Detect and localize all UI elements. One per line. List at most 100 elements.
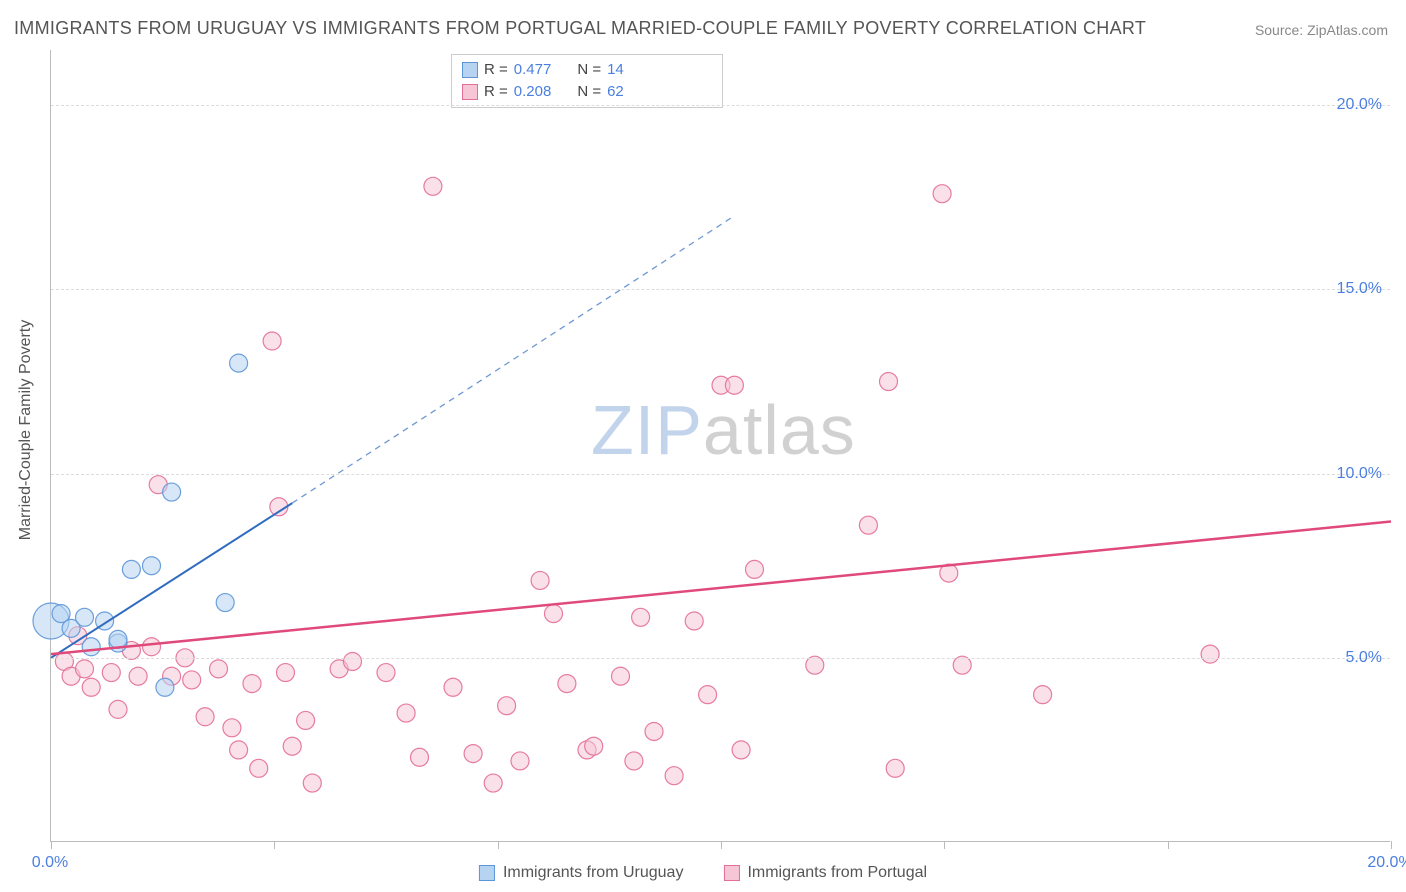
x-tick [944,841,945,849]
data-point-portugal [129,667,147,685]
data-point-uruguay [122,560,140,578]
data-point-portugal [424,177,442,195]
legend-r-label: R = [484,59,508,81]
data-point-portugal [665,767,683,785]
x-tick [721,841,722,849]
data-point-portugal [250,759,268,777]
legend-swatch-portugal [723,865,739,881]
data-point-portugal [511,752,529,770]
source-label: Source: ZipAtlas.com [1255,22,1388,38]
data-point-portugal [484,774,502,792]
data-point-portugal [283,737,301,755]
gridline [51,105,1390,106]
data-point-portugal [585,737,603,755]
y-tick-label: 15.0% [1322,280,1382,298]
data-point-portugal [344,652,362,670]
data-point-uruguay [230,354,248,372]
data-point-portugal [632,608,650,626]
gridline [51,289,1390,290]
trend-line-portugal [51,522,1391,655]
data-point-portugal [545,605,563,623]
legend-n-value-uruguay: 14 [607,59,624,81]
legend-row-portugal: R = 0.208 N = 62 [462,81,712,103]
data-point-portugal [76,660,94,678]
trend-line-dash-uruguay [292,216,734,503]
data-point-portugal [243,675,261,693]
data-point-portugal [183,671,201,689]
data-point-portugal [377,664,395,682]
legend-n-value-portugal: 62 [607,81,624,103]
data-point-uruguay [216,594,234,612]
data-point-portugal [397,704,415,722]
data-point-portugal [685,612,703,630]
legend-swatch-uruguay [479,865,495,881]
data-point-portugal [411,748,429,766]
data-point-portugal [725,376,743,394]
data-point-portugal [196,708,214,726]
data-point-portugal [277,664,295,682]
x-tick [1168,841,1169,849]
data-point-portugal [645,722,663,740]
data-point-portugal [558,675,576,693]
series-legend: Immigrants from Uruguay Immigrants from P… [479,864,927,882]
data-point-portugal [303,774,321,792]
data-point-portugal [612,667,630,685]
x-tick-label: 20.0% [1367,854,1406,872]
legend-correlation-box: R = 0.477 N = 14 R = 0.208 N = 62 [451,54,723,108]
data-point-portugal [1201,645,1219,663]
data-point-uruguay [76,608,94,626]
data-point-portugal [230,741,248,759]
chart-title: IMMIGRANTS FROM URUGUAY VS IMMIGRANTS FR… [14,18,1146,39]
x-tick-label: 0.0% [32,854,68,872]
data-point-uruguay [156,678,174,696]
data-point-portugal [953,656,971,674]
data-point-portugal [806,656,824,674]
x-tick [1391,841,1392,849]
legend-r-value-portugal: 0.208 [514,81,552,103]
data-point-portugal [886,759,904,777]
data-point-uruguay [163,483,181,501]
data-point-portugal [625,752,643,770]
data-point-portugal [464,745,482,763]
data-point-uruguay [82,638,100,656]
legend-label-portugal: Immigrants from Portugal [747,864,927,882]
legend-swatch-uruguay [462,62,478,78]
plot-area: ZIPatlas R =0.477N =14R =0.208N =62 [50,50,1390,842]
chart-container: IMMIGRANTS FROM URUGUAY VS IMMIGRANTS FR… [0,0,1406,892]
data-point-portugal [109,700,127,718]
legend-r-value-uruguay: 0.477 [514,59,552,81]
chart-svg [51,50,1390,841]
data-point-portugal [102,664,120,682]
y-axis-title: Married-Couple Family Poverty [17,320,35,541]
legend-label-uruguay: Immigrants from Uruguay [503,864,684,882]
data-point-portugal [746,560,764,578]
data-point-portugal [859,516,877,534]
legend-row-uruguay: R = 0.477 N = 14 [462,59,712,81]
y-tick-label: 20.0% [1322,96,1382,114]
legend-n-label: N = [577,81,601,103]
data-point-portugal [263,332,281,350]
data-point-portugal [699,686,717,704]
data-point-portugal [933,185,951,203]
legend-swatch-portugal [462,84,478,100]
data-point-portugal [82,678,100,696]
data-point-portugal [210,660,228,678]
data-point-portugal [531,571,549,589]
data-point-portugal [143,638,161,656]
x-tick [498,841,499,849]
data-point-portugal [1034,686,1052,704]
data-point-portugal [880,373,898,391]
data-point-portugal [732,741,750,759]
legend-r-label: R = [484,81,508,103]
data-point-portugal [444,678,462,696]
data-point-portugal [498,697,516,715]
gridline [51,474,1390,475]
x-tick [274,841,275,849]
gridline [51,658,1390,659]
y-tick-label: 10.0% [1322,465,1382,483]
y-tick-label: 5.0% [1322,649,1382,667]
legend-n-label: N = [577,59,601,81]
data-point-portugal [297,711,315,729]
x-tick [51,841,52,849]
legend-item-uruguay: Immigrants from Uruguay [479,864,684,882]
